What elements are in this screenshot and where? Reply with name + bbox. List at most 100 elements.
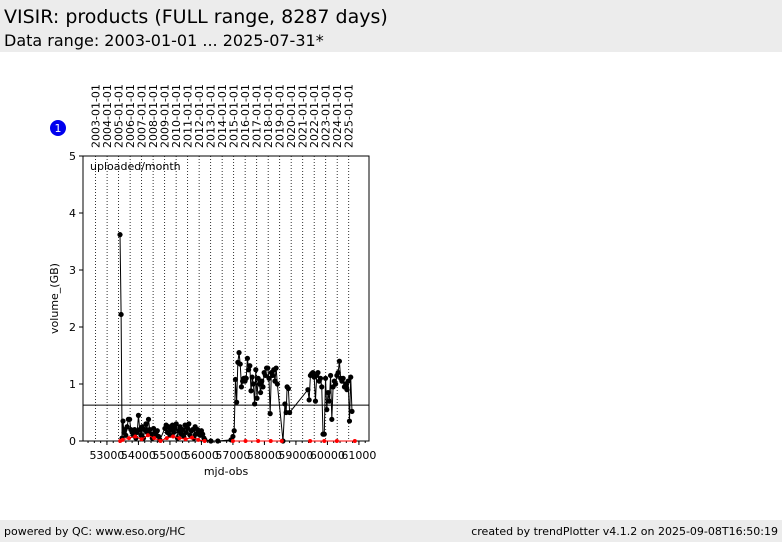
data-point (208, 438, 214, 444)
date-tick-label: 2010-01-01 (170, 84, 183, 148)
y-tick-label: 3 (69, 264, 76, 277)
data-point (145, 433, 150, 438)
data-point (315, 370, 321, 376)
y-tick-label: 2 (69, 321, 76, 334)
data-point (254, 395, 260, 401)
data-point (236, 350, 242, 356)
date-tick-label: 2008-01-01 (147, 84, 160, 148)
data-point (230, 439, 235, 443)
data-point (256, 439, 261, 443)
date-tick-label: 2015-01-01 (228, 84, 241, 148)
data-point (120, 418, 126, 424)
date-tick-label: 2013-01-01 (205, 84, 218, 148)
data-point (322, 375, 329, 381)
data-point (179, 427, 186, 433)
data-point (238, 384, 245, 390)
data-point (171, 429, 177, 436)
data-point (150, 425, 157, 432)
x-tick-label: 57000 (215, 449, 250, 462)
footer: powered by QC: www.eso.org/HC created by… (0, 520, 782, 542)
date-tick-label: 2005-01-01 (113, 84, 126, 148)
date-tick-label: 2003-01-01 (90, 84, 103, 148)
date-tick-label: 2019-01-01 (274, 84, 287, 148)
y-tick-label: 4 (69, 207, 76, 220)
data-point (183, 437, 188, 442)
date-tick-label: 2011-01-01 (182, 84, 195, 148)
data-point (152, 436, 157, 441)
data-point (310, 370, 316, 376)
data-point (349, 408, 355, 414)
data-point (260, 384, 266, 390)
data-point (268, 439, 273, 443)
data-point (249, 374, 255, 380)
data-point (326, 398, 332, 404)
data-point (308, 439, 313, 443)
data-point (329, 416, 335, 422)
data-point (127, 416, 133, 422)
data-point (231, 428, 237, 434)
date-tick-label: 2006-01-01 (124, 84, 137, 148)
badge-label: 1 (55, 122, 62, 135)
data-point (172, 425, 178, 432)
data-point (333, 381, 339, 387)
data-point (202, 439, 207, 443)
data-point (247, 363, 253, 369)
data-point (243, 375, 249, 381)
data-point (282, 401, 288, 407)
data-point (257, 389, 264, 396)
data-point (306, 397, 312, 403)
x-tick-label: 56000 (184, 449, 219, 462)
data-point (232, 376, 239, 383)
data-point (145, 416, 152, 422)
data-point (345, 378, 351, 384)
date-tick-label: 2020-01-01 (285, 84, 298, 148)
data-point (348, 374, 354, 380)
data-point (319, 384, 325, 390)
data-point (230, 433, 236, 440)
footer-left: powered by QC: www.eso.org/HC (4, 525, 186, 538)
title: VISIR: products (FULL range, 8287 days) (4, 6, 388, 28)
date-tick-label: 2025-01-01 (343, 84, 356, 148)
date-tick-label: 2016-01-01 (239, 84, 252, 148)
data-point (237, 361, 243, 367)
data-point (266, 375, 272, 381)
date-tick-label: 2012-01-01 (193, 84, 206, 148)
y-axis-label: volume_(GB) (48, 263, 61, 334)
data-point (334, 439, 339, 443)
data-point (234, 399, 240, 405)
date-tick-label: 2007-01-01 (136, 84, 149, 148)
x-tick-label: 58000 (247, 449, 282, 462)
data-point (184, 425, 191, 432)
x-axis-label: mjd-obs (204, 465, 249, 478)
data-point (312, 398, 319, 404)
date-tick-label: 2009-01-01 (159, 84, 172, 148)
series-line (119, 234, 353, 442)
data-point (279, 439, 284, 443)
date-tick-label: 2014-01-01 (216, 84, 229, 148)
data-point (287, 409, 293, 416)
data-point (321, 431, 327, 437)
x-tick-label: 59000 (278, 449, 313, 462)
x-tick-label: 53000 (89, 449, 124, 462)
data-point (133, 434, 138, 439)
data-point (336, 358, 342, 364)
x-tick-label: 60000 (310, 449, 345, 462)
data-point (352, 439, 357, 443)
date-tick-label: 2004-01-01 (101, 84, 114, 148)
data-point (120, 437, 125, 442)
y-tick-label: 1 (69, 378, 76, 391)
date-tick-label: 2018-01-01 (262, 84, 275, 148)
data-point (143, 421, 149, 427)
date-tick-label: 2021-01-01 (297, 84, 310, 148)
data-point (322, 439, 327, 443)
data-point (244, 355, 251, 361)
data-point (158, 439, 163, 443)
data-point (248, 388, 254, 394)
data-point (215, 438, 221, 444)
data-point (259, 378, 265, 384)
badge (50, 120, 66, 136)
data-point (255, 375, 261, 381)
data-point (327, 372, 334, 379)
data-point (269, 372, 276, 379)
